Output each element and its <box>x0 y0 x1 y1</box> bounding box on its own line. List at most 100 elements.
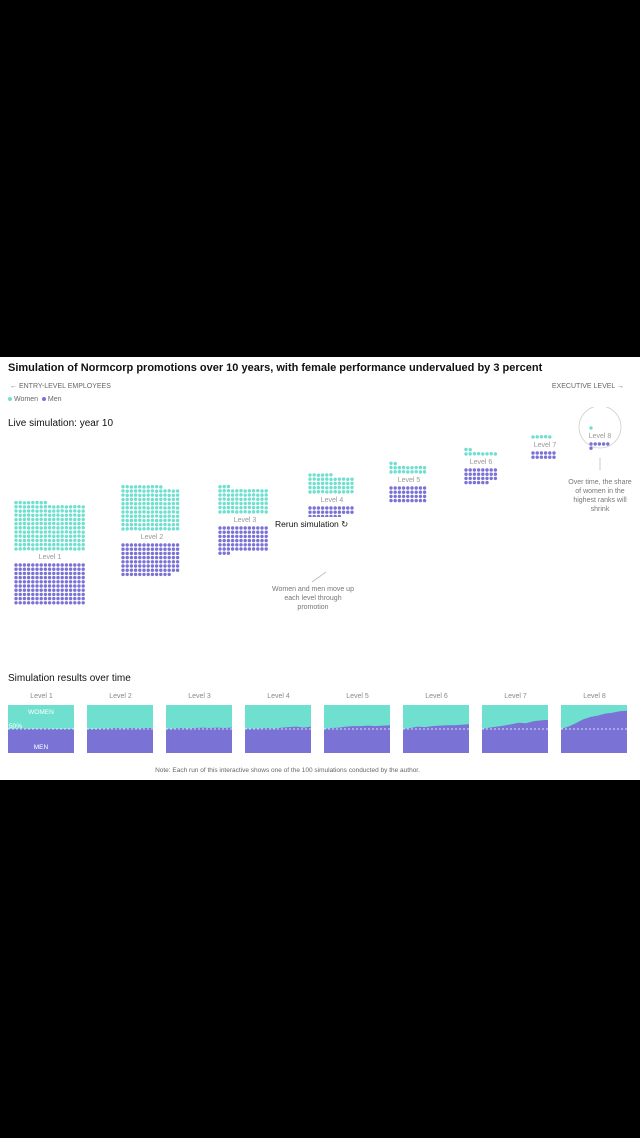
men-dot <box>31 601 35 605</box>
men-dot <box>539 455 544 459</box>
women-dot <box>129 510 134 514</box>
women-dot <box>308 477 312 481</box>
women-dot <box>68 517 73 521</box>
women-dot <box>150 527 155 531</box>
men-dot <box>77 575 81 580</box>
women-dot <box>73 530 77 534</box>
men-dot <box>43 601 48 605</box>
men-dot <box>485 476 489 481</box>
men-dot <box>247 534 252 539</box>
men-dot <box>125 560 129 564</box>
men-dot <box>14 601 18 605</box>
women-dot <box>159 514 163 519</box>
women-dot <box>14 505 18 509</box>
men-dot <box>247 538 252 543</box>
women-dot <box>47 504 52 509</box>
men-dot <box>222 534 226 539</box>
men-dot <box>239 534 243 539</box>
men-dot <box>163 555 167 560</box>
women-dot <box>121 514 125 518</box>
men-dot <box>171 551 176 556</box>
women-dot <box>133 510 138 514</box>
men-dot <box>31 575 35 580</box>
men-dot <box>218 551 222 555</box>
men-dot <box>150 547 155 551</box>
men-dot <box>81 571 85 576</box>
women-dot <box>389 465 393 470</box>
men-dot <box>39 601 43 605</box>
women-dot <box>337 490 342 494</box>
women-dot <box>64 547 69 551</box>
women-dot <box>31 505 35 509</box>
women-dot <box>476 451 481 456</box>
women-dot <box>320 481 325 486</box>
men-dot <box>154 543 159 547</box>
women-dot <box>73 517 77 522</box>
women-dot <box>410 465 414 470</box>
men-dot <box>125 568 129 572</box>
women-dot <box>31 526 35 530</box>
men-dot <box>239 526 243 530</box>
women-dot <box>163 526 167 531</box>
men-dot <box>418 486 423 490</box>
women-dot <box>22 547 27 551</box>
women-dot <box>18 513 22 518</box>
executive-circle <box>578 407 622 449</box>
men-dot <box>47 575 52 580</box>
men-dot <box>243 526 247 530</box>
men-dot <box>159 572 163 577</box>
women-dot <box>142 485 146 489</box>
women-dot <box>125 527 129 531</box>
women-dot <box>171 493 176 497</box>
women-dot <box>125 501 129 506</box>
men-dot <box>251 547 256 551</box>
area-plot <box>166 705 232 753</box>
women-dot <box>56 505 60 509</box>
men-dot <box>256 538 260 543</box>
women-dot <box>312 473 316 477</box>
men-dot <box>159 564 163 568</box>
men-dot <box>325 506 329 510</box>
men-dot <box>397 486 402 490</box>
men-dot <box>81 580 85 584</box>
women-dot <box>150 506 155 510</box>
rerun-simulation-button[interactable]: Rerun simulation ↻ <box>272 517 352 532</box>
men-dot <box>18 571 22 576</box>
women-dot <box>121 527 125 531</box>
men-dot <box>81 567 85 571</box>
women-dot <box>171 514 176 519</box>
men-dot <box>481 472 485 476</box>
men-dot <box>81 584 85 588</box>
men-dot <box>401 498 406 503</box>
men-dot <box>464 468 468 472</box>
women-dot <box>22 542 27 547</box>
women-dot <box>468 452 472 456</box>
women-dot <box>26 509 31 513</box>
men-dot <box>230 538 235 543</box>
women-dot <box>64 534 69 539</box>
women-dot <box>22 538 27 543</box>
men-dot <box>493 472 498 476</box>
women-dot <box>133 502 138 506</box>
women-dot <box>142 527 146 531</box>
men-dot <box>406 490 410 494</box>
men-dot <box>142 555 146 560</box>
level-label-4: Level 4 <box>321 497 344 504</box>
men-dot <box>468 480 472 485</box>
women-dot <box>535 435 539 439</box>
women-dot <box>56 542 60 547</box>
women-dot <box>218 497 222 501</box>
men-dot <box>422 494 427 499</box>
level-cluster-6: Level 6 <box>464 447 498 485</box>
men-dot <box>81 563 85 567</box>
men-dot <box>73 563 77 567</box>
men-dot <box>247 547 252 551</box>
women-dot <box>60 513 64 518</box>
women-dot <box>26 546 31 551</box>
men-dot <box>389 494 393 499</box>
men-dot <box>159 568 163 572</box>
men-dot <box>548 455 552 459</box>
women-dot <box>52 513 56 517</box>
women-dot <box>235 497 239 501</box>
legend-women: Women <box>14 396 38 403</box>
